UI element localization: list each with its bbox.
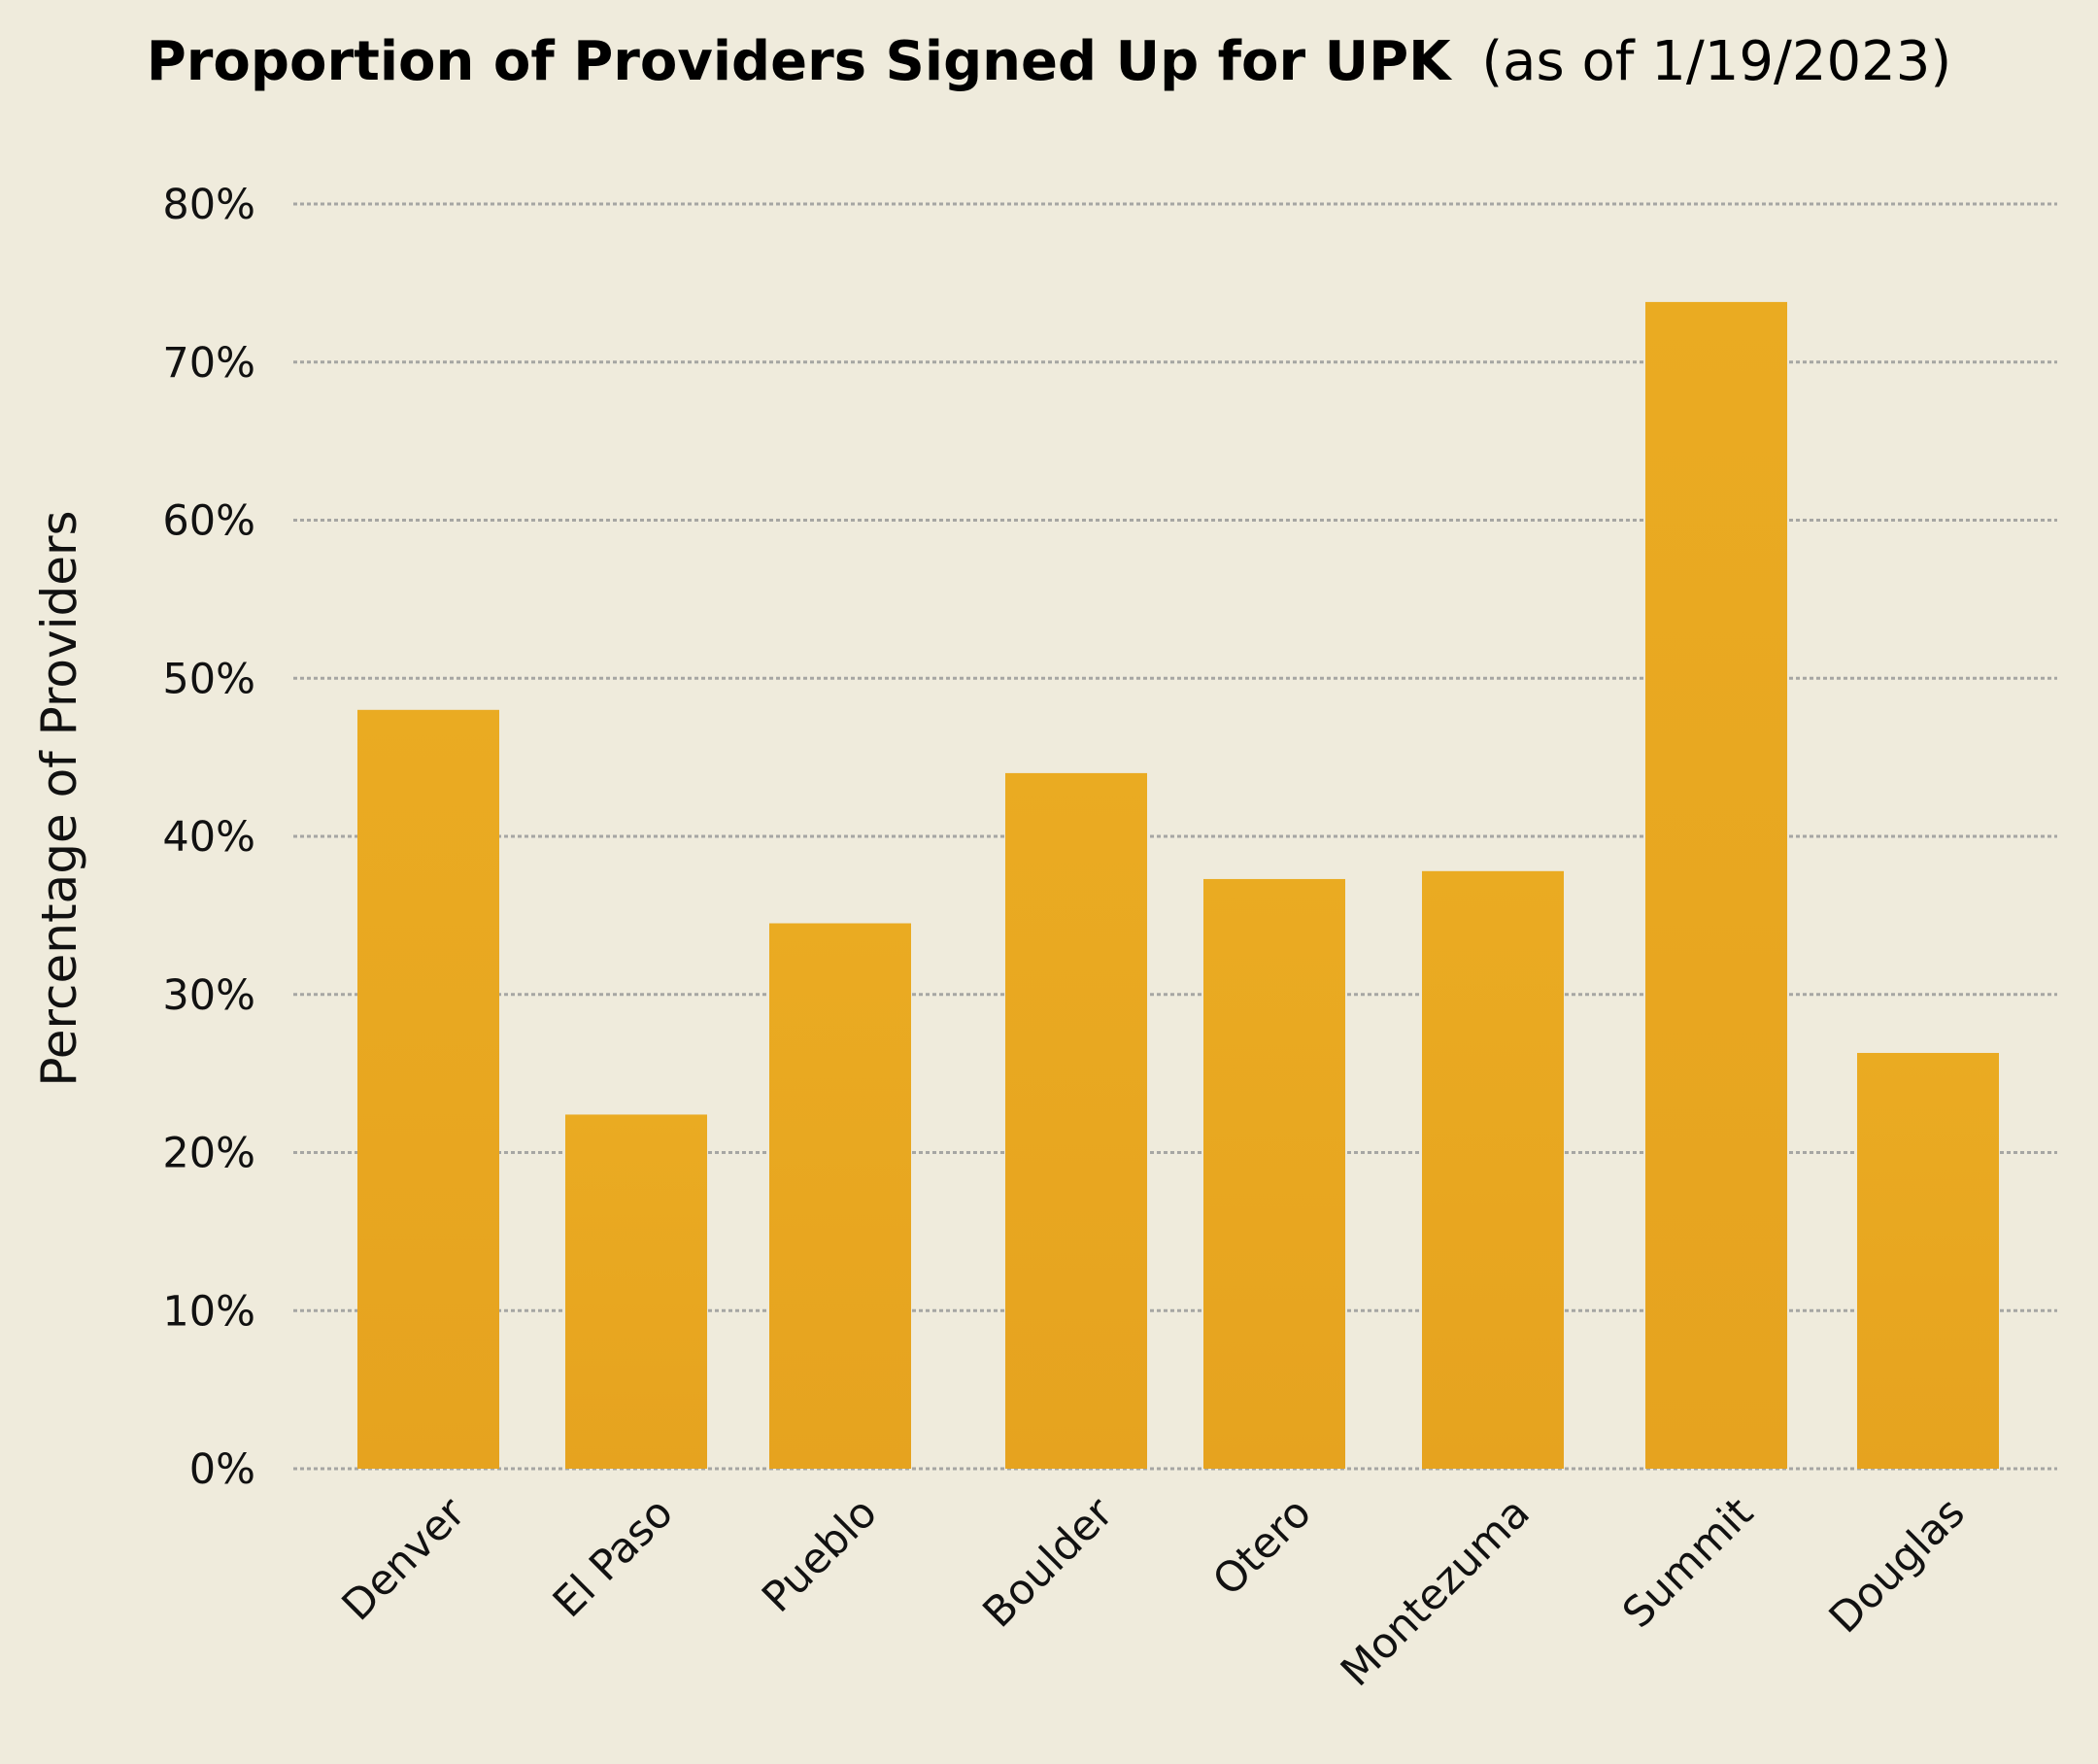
chart-title-main: Proportion of Providers Signed Up for UP… <box>147 30 1453 93</box>
chart-title-date: (as of 1/19/2023) <box>1481 30 1951 93</box>
y-tick-label: 40% <box>162 813 255 862</box>
bar-douglas <box>1857 1052 1999 1469</box>
bar-pueblo <box>769 923 911 1469</box>
bar-boulder <box>1005 772 1147 1469</box>
x-tick-label-el-paso: El Paso <box>544 1488 683 1627</box>
y-tick-label: 0% <box>189 1445 255 1494</box>
y-tick-label: 80% <box>162 181 255 229</box>
bars <box>357 301 1999 1469</box>
chart-title: Proportion of Providers Signed Up for UP… <box>147 30 1951 93</box>
y-axis-label: Percentage of Providers <box>31 510 87 1086</box>
y-tick-label: 20% <box>162 1130 255 1178</box>
y-tick-label: 70% <box>162 339 255 388</box>
x-tick-label-boulder: Boulder <box>974 1488 1123 1637</box>
gridlines <box>293 202 2057 1471</box>
y-tick-label: 50% <box>162 655 255 703</box>
x-tick-label-otero: Otero <box>1203 1488 1320 1605</box>
x-tick-label-douglas: Douglas <box>1820 1488 1975 1643</box>
bar-el-paso <box>565 1114 707 1469</box>
x-axis-ticks: Denver El Paso Pueblo Boulder Otero Montezuma… <box>333 1488 1975 1696</box>
x-tick-label-summit: Summit <box>1613 1488 1763 1638</box>
y-tick-label: 10% <box>162 1287 255 1336</box>
bar-montezuma <box>1422 870 1564 1469</box>
y-tick-label: 60% <box>162 497 255 546</box>
bar-otero <box>1203 878 1345 1469</box>
bar-summit <box>1645 301 1787 1469</box>
x-tick-label-montezuma: Montezuma <box>1332 1488 1540 1696</box>
bar-denver <box>357 709 499 1469</box>
x-tick-label-denver: Denver <box>333 1488 475 1630</box>
x-tick-label-pueblo: Pueblo <box>753 1488 886 1621</box>
y-tick-label: 30% <box>162 971 255 1020</box>
y-axis-ticks: 0% 10% 20% 30% 40% 50% 60% 70% 80% <box>162 181 255 1494</box>
